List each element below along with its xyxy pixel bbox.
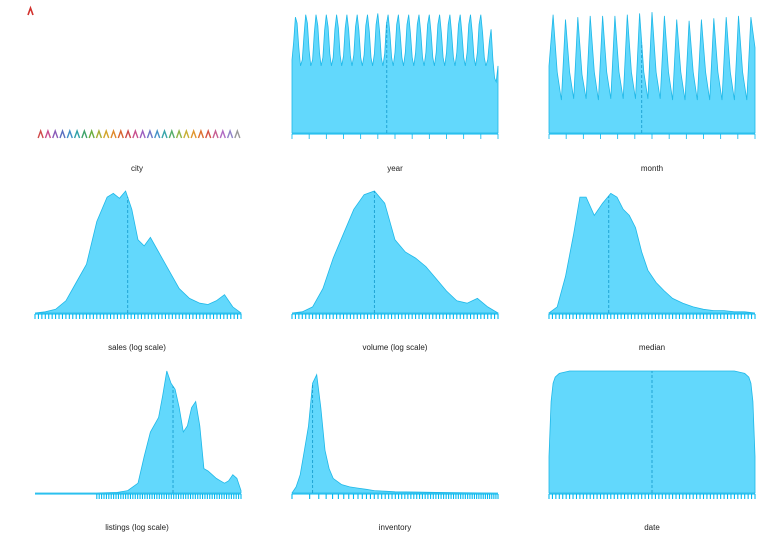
city-marker [197,128,205,139]
city-marker [66,128,73,139]
city-marker [139,128,146,139]
city-marker [205,128,212,139]
xlabel-inventory: inventory [379,523,411,532]
city-marker [161,128,168,139]
city-marker [59,128,66,139]
city-marker [183,128,190,139]
median-density-area [547,192,756,314]
xlabel-city: city [131,164,143,173]
city-marker [219,128,226,139]
city-marker [73,128,81,139]
city-marker [168,128,175,139]
city-marker [190,128,197,139]
city-marker [124,128,132,139]
city-marker [132,128,139,139]
xlabel-date: date [644,523,660,532]
city-marker [52,128,59,139]
city-marker [95,128,103,139]
city-marker [234,128,241,139]
city-marker [212,128,219,139]
xlabel-sales: sales (log scale) [108,343,166,352]
city-marker [88,128,95,139]
xlabel-median: median [639,343,665,352]
city-marker [37,128,44,139]
year-density-area [291,13,499,134]
city-marker [226,128,234,139]
xlabel-month: month [641,164,663,173]
xlabel-volume: volume (log scale) [363,343,428,352]
inventory-density-area [291,373,499,494]
sales-density-area [34,190,243,314]
city-marker [110,128,117,139]
city-marker-top [27,5,34,16]
city-marker [81,128,88,139]
city-marker [103,128,110,139]
month-density-area [548,12,756,134]
city-marker [154,128,161,139]
listings-density-area [35,370,242,494]
xlabel-year: year [387,164,403,173]
city-marker [175,128,183,139]
xlabel-listings: listings (log scale) [105,523,169,532]
volume-density-area [291,190,500,314]
city-marker [117,128,124,139]
city-marker [44,128,52,139]
city-marker [146,128,154,139]
